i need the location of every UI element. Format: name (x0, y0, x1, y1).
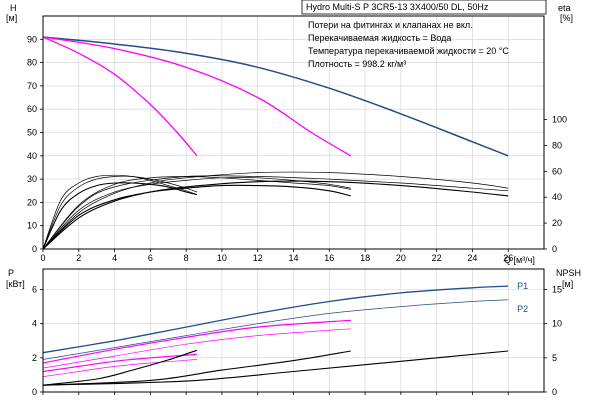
x-tick-label: 0 (40, 253, 45, 263)
head-curve (42, 36, 509, 157)
head-axis-label: H (10, 3, 17, 13)
head-axis-unit: [м] (6, 13, 17, 23)
y-left-tick-label: 4 (32, 319, 37, 329)
y-left-tick-label: 50 (27, 128, 37, 138)
power-curve (42, 319, 351, 364)
head-curve (42, 36, 352, 157)
head-axis-ticks: 0 2 4 6 8 10 12 14 16 18 20 22 24 2601020304050607080… (27, 34, 567, 263)
y-left-tick-label: 30 (27, 174, 37, 184)
info-line-temperature: Температура перекачиваемой жидкости = 20… (308, 46, 509, 56)
eta-curve (42, 175, 198, 250)
y-right-tick-label: 20 (552, 218, 562, 228)
y-right-tick-label: 10 (552, 319, 562, 329)
eta-axis-unit: [%] (560, 13, 573, 23)
x-tick-label: 24 (467, 253, 477, 263)
series-label-p1: P1 (517, 281, 528, 291)
power-axis-ticks: 0 2 4 6 0 5 10 15 (32, 285, 562, 398)
y-left-tick-label: 20 (27, 197, 37, 207)
x-tick-label: 18 (360, 253, 370, 263)
x-tick-label: 20 (396, 253, 406, 263)
power-curve (42, 353, 197, 373)
y-right-tick-label: 0 (552, 244, 557, 254)
y-left-tick-label: 60 (27, 104, 37, 114)
y-left-tick-label: 40 (27, 151, 37, 161)
power-curve (42, 328, 351, 369)
y-right-tick-label: 15 (552, 285, 562, 295)
y-right-tick-label: 60 (552, 166, 562, 176)
x-tick-label: 4 (112, 253, 117, 263)
chart-title: Hydro Multi-S P 3CR5-13 3X400/50 DL, 50H… (306, 2, 489, 12)
x-tick-label: 6 (148, 253, 153, 263)
npsh-curve (42, 350, 509, 386)
y-left-tick-label: 0 (32, 244, 37, 254)
npsh-curve (42, 350, 351, 386)
x-tick-label: 8 (184, 253, 189, 263)
head-efficiency-panel: 0 2 4 6 8 10 12 14 16 18 20 22 24 2601020304050607080… (6, 0, 573, 265)
eta-curve (42, 174, 198, 250)
power-axis-label: P (8, 268, 14, 278)
eta-curve (42, 180, 509, 250)
x-tick-label: 26 (503, 253, 513, 263)
eta-curve (42, 184, 351, 250)
flow-axis-label: Q [м³/ч] (504, 255, 535, 265)
eta-curve (42, 176, 351, 250)
y-left-tick-label: 70 (27, 81, 37, 91)
npsh-axis-label: NPSH (556, 268, 581, 278)
x-tick-label: 16 (324, 253, 334, 263)
power-curve (42, 359, 197, 377)
y-right-tick-label: 0 (552, 387, 557, 397)
x-tick-label: 14 (288, 253, 298, 263)
power-axis-unit: [кВт] (6, 279, 25, 289)
eta-curve (42, 182, 198, 250)
power-npsh-panel: P1 P2 0 2 4 6 0 5 10 15 P [кВт] NPSH [м] (6, 268, 581, 397)
y-left-tick-label: 90 (27, 34, 37, 44)
chart-title-box (301, 0, 547, 15)
y-right-tick-label: 40 (552, 192, 562, 202)
head-curve (42, 36, 198, 157)
power-curve (42, 285, 509, 354)
power-curve (42, 299, 509, 360)
npsh-curve (42, 349, 198, 386)
x-tick-label: 10 (217, 253, 227, 263)
info-line-fittings: Потери на фитингах и клапанах не вкл. (308, 20, 473, 30)
eta-axis-label: eta (558, 3, 571, 13)
head-efficiency-curves (42, 36, 509, 250)
y-right-tick-label: 100 (552, 115, 567, 125)
x-tick-label: 22 (432, 253, 442, 263)
y-left-tick-label: 0 (32, 387, 37, 397)
npsh-axis-unit: [м] (562, 279, 573, 289)
y-left-tick-label: 10 (27, 221, 37, 231)
power-npsh-curves: P1 P2 (42, 281, 528, 386)
eta-curve (42, 177, 351, 250)
series-label-p2: P2 (517, 304, 528, 314)
y-right-tick-label: 80 (552, 140, 562, 150)
y-right-tick-label: 5 (552, 353, 557, 363)
eta-curve (42, 175, 509, 250)
x-tick-label: 2 (76, 253, 81, 263)
eta-curve (42, 171, 509, 250)
info-line-liquid: Перекачиваемая жидкость = Вода (308, 33, 451, 43)
y-left-tick-label: 6 (32, 285, 37, 295)
head-grid (42, 16, 544, 250)
x-tick-label: 12 (253, 253, 263, 263)
info-line-density: Плотность = 998.2 кг/м³ (308, 59, 406, 69)
y-left-tick-label: 80 (27, 58, 37, 68)
y-left-tick-label: 2 (32, 353, 37, 363)
